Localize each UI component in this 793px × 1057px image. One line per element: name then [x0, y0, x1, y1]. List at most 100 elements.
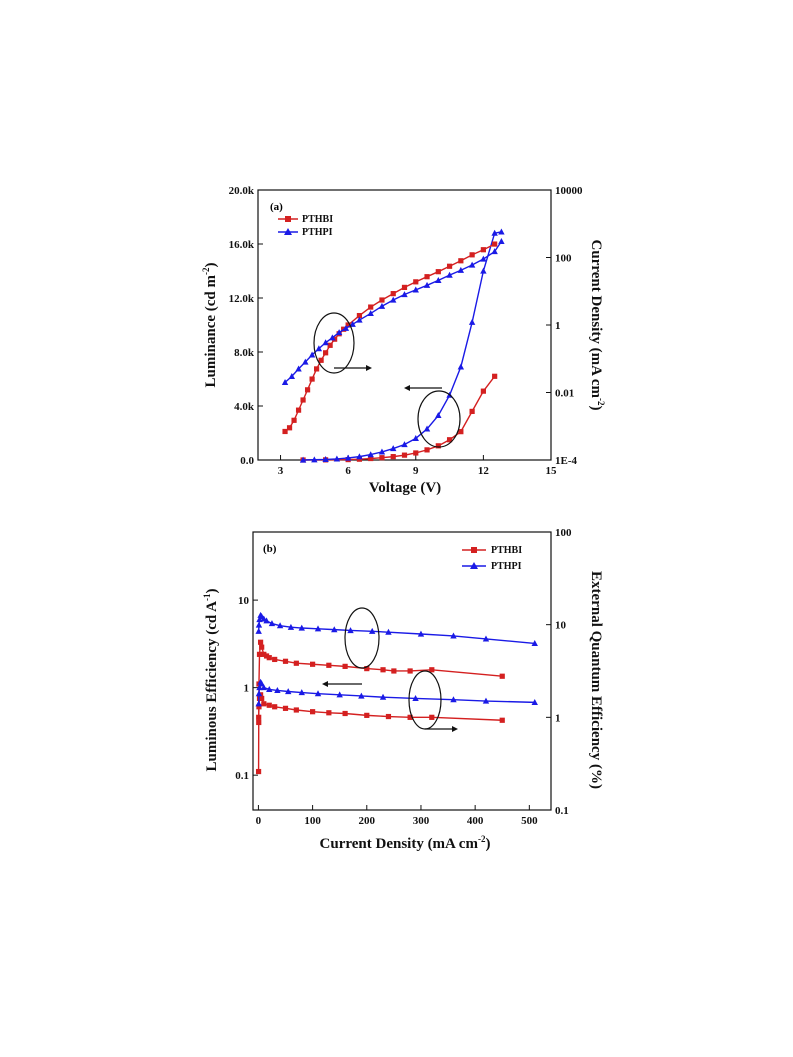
data-point-pthpi-current-a — [349, 320, 356, 327]
data-point-pthpi-le-b — [331, 626, 338, 633]
data-point-pthpi-luminance-a — [498, 228, 505, 235]
data-point-pthpi-luminance-a — [491, 229, 498, 236]
legend-marker-pthpi-a — [284, 228, 292, 235]
x-tick-label-a: 3 — [278, 465, 284, 477]
data-point-pthpi-current-a — [342, 324, 350, 331]
data-point-pthpi-eqe-b — [258, 680, 265, 687]
data-point-pthpi-luminance-a — [333, 455, 341, 462]
data-point-pthbi-eqe-b — [429, 714, 435, 720]
data-point-pthpi-current-a — [457, 266, 465, 273]
annotation-ellipse-le-b — [344, 607, 380, 669]
data-point-pthbi-current-a — [401, 284, 408, 291]
data-point-pthpi-current-a — [329, 334, 336, 341]
data-point-pthbi-eqe-b — [256, 714, 262, 720]
data-point-pthbi-eqe-b — [261, 701, 267, 707]
panel-label-b: (b) — [263, 543, 277, 555]
data-point-pthpi-luminance-a — [322, 456, 329, 463]
data-point-pthpi-current-a — [367, 310, 374, 317]
data-point-pthpi-le-b — [385, 628, 392, 635]
data-point-pthbi-le-b — [282, 658, 289, 664]
data-point-pthpi-eqe-b — [531, 698, 538, 705]
y-left-tick-label-a: 8.0k — [234, 347, 255, 359]
x-tick-label-a: 12 — [478, 465, 490, 477]
data-point-pthbi-le-b — [499, 673, 505, 679]
data-point-pthbi-eqe-b — [266, 702, 272, 708]
data-point-pthpi-current-a — [322, 339, 329, 346]
y-right-tick-label-b: 100 — [555, 527, 572, 539]
x-tick-label-a: 15 — [546, 465, 558, 477]
data-point-pthbi-current-a — [304, 387, 311, 393]
data-point-pthbi-le-b — [342, 663, 348, 669]
data-point-pthbi-luminance-a — [390, 454, 396, 460]
data-point-pthpi-luminance-a — [367, 451, 374, 458]
y-left-tick-label-a: 0.0 — [240, 455, 254, 467]
data-point-pthbi-luminance-a — [413, 450, 419, 456]
annotation-arrowhead-right-b — [452, 726, 458, 732]
data-point-pthpi-current-a — [356, 316, 363, 323]
axis-ticks-b: 0 100 200 300 400 500 0.1 1 10 0.1 1 10 100 — [235, 527, 572, 827]
data-point-pthbi-current-a — [469, 252, 475, 258]
data-point-pthbi-le-b — [407, 668, 413, 674]
data-point-pthbi-eqe-b — [385, 713, 392, 720]
data-point-pthbi-le-b — [266, 655, 272, 661]
data-point-pthpi-le-b — [531, 640, 538, 647]
data-point-pthpi-eqe-b — [255, 690, 263, 697]
data-point-pthpi-luminance-a — [390, 445, 397, 452]
y-left-tick-label-a: 12.0k — [229, 293, 255, 305]
data-point-pthpi-eqe-b — [274, 687, 281, 694]
data-point-pthbi-le-b — [326, 662, 332, 668]
data-point-pthbi-current-a — [458, 258, 464, 264]
y-left-tick-label-b: 0.1 — [235, 770, 249, 782]
y-left-tick-label-a: 4.0k — [234, 401, 255, 413]
data-point-pthpi-luminance-a — [311, 456, 318, 463]
data-point-pthpi-current-a — [412, 286, 419, 293]
data-point-pthpi-le-b — [450, 632, 457, 639]
data-point-pthpi-eqe-b — [314, 690, 322, 697]
x-tick-label-b: 400 — [467, 815, 484, 827]
data-point-pthpi-eqe-b — [260, 684, 268, 691]
data-point-pthbi-eqe-b — [342, 710, 348, 717]
data-point-pthbi-current-a — [424, 274, 430, 280]
data-point-pthpi-current-a — [288, 372, 296, 379]
data-point-pthpi-current-a — [302, 358, 309, 365]
y-right-tick-label-a: 100 — [555, 253, 572, 265]
chart-panel-b: 0 100 200 300 400 500 0.1 1 10 0.1 1 10 100 (b) PTHB… — [202, 527, 604, 852]
y-right-tick-label-b: 0.1 — [555, 805, 569, 817]
data-point-pthbi-luminance-a — [458, 429, 464, 435]
data-point-pthbi-le-b — [256, 651, 263, 657]
data-point-pthpi-eqe-b — [256, 684, 263, 691]
annotation-ellipse-luminance-a — [417, 390, 461, 448]
legend-label-pthpi-b: PTHPI — [491, 561, 522, 572]
data-point-pthbi-le-b — [380, 667, 386, 673]
data-point-pthpi-eqe-b — [336, 691, 343, 698]
series-group-a — [281, 228, 505, 463]
y-right-tick-label-a: 10000 — [555, 185, 583, 197]
data-point-pthpi-current-a — [423, 281, 431, 288]
data-point-pthpi-luminance-a — [423, 425, 431, 432]
y-left-axis-title-a: Luminance (cd m-2) — [201, 263, 219, 388]
data-point-pthpi-current-a — [335, 329, 343, 336]
y-right-tick-label-b: 1 — [555, 712, 561, 724]
y-right-axis-title-b: External Quantum Efficiency (%) — [588, 571, 604, 789]
data-point-pthbi-le-b — [256, 719, 262, 726]
data-point-pthbi-luminance-a — [379, 455, 385, 461]
y-left-tick-label-a: 20.0k — [229, 185, 255, 197]
data-point-pthpi-le-b — [276, 622, 284, 629]
legend-label-pthbi-b: PTHBI — [491, 545, 522, 556]
x-tick-label-b: 300 — [413, 815, 430, 827]
data-point-pthbi-current-a — [314, 366, 320, 372]
data-point-pthpi-le-b — [314, 625, 322, 632]
data-point-pthbi-current-a — [446, 263, 453, 269]
data-point-pthbi-eqe-b — [256, 704, 262, 710]
data-point-pthbi-luminance-a — [424, 447, 430, 453]
data-point-pthbi-current-a — [323, 350, 329, 356]
data-point-pthpi-eqe-b — [412, 695, 419, 702]
data-point-pthbi-eqe-b — [310, 709, 316, 715]
data-point-pthbi-le-b — [261, 651, 267, 657]
legend-marker-pthpi-b — [470, 562, 478, 569]
data-point-pthpi-current-a — [468, 261, 476, 268]
data-point-pthpi-current-a — [446, 271, 453, 278]
y-left-axis-title-b: Luminous Efficiency (cd A-1) — [202, 589, 220, 772]
data-point-pthpi-luminance-a — [480, 267, 487, 274]
